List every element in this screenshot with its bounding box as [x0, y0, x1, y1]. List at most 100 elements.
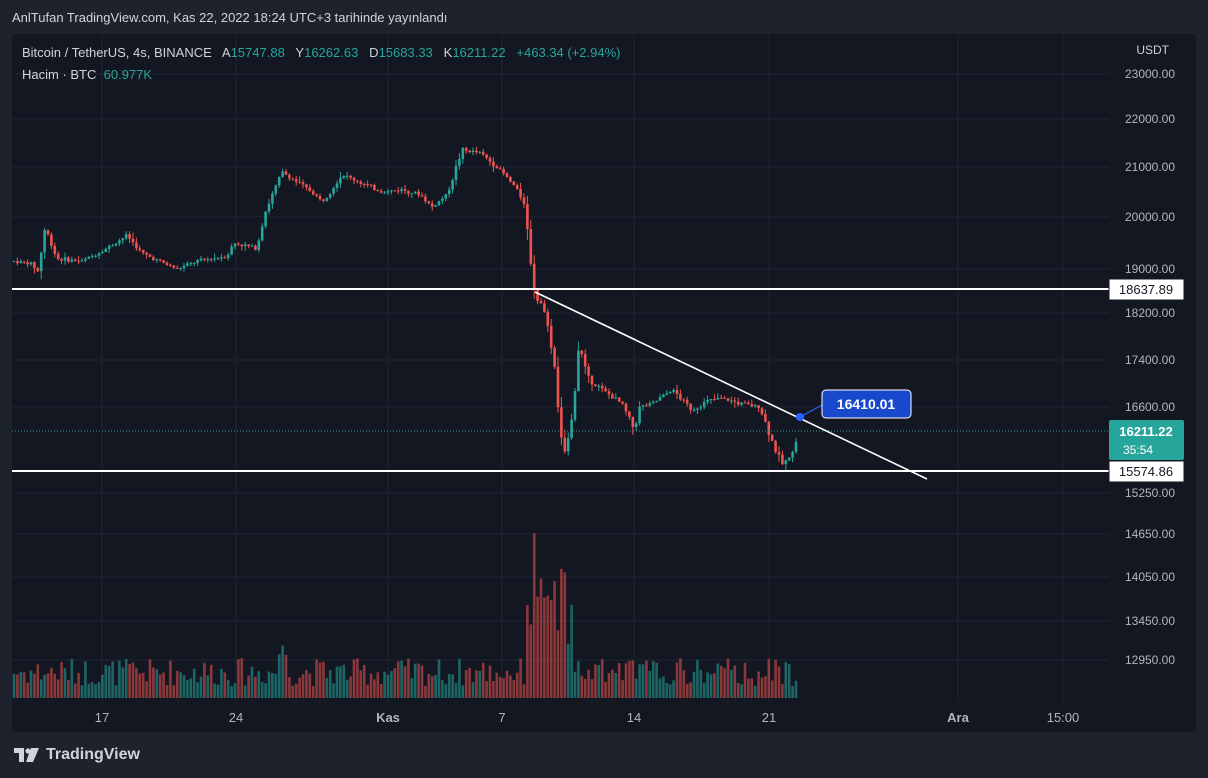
- volume-bar: [107, 665, 111, 698]
- volume-bar: [393, 668, 397, 698]
- candle-body: [396, 190, 400, 192]
- candle-body: [175, 267, 179, 269]
- volume-bar: [420, 665, 424, 698]
- candle-body: [145, 252, 148, 255]
- candle-body: [570, 419, 573, 439]
- volume-bar: [111, 661, 114, 698]
- time-tick-label: 14: [627, 710, 641, 725]
- candle-body: [390, 190, 393, 192]
- candle-body: [471, 150, 475, 153]
- candle-body: [80, 260, 84, 262]
- volume-bar: [577, 661, 580, 698]
- candle-body: [706, 399, 709, 403]
- candle-body: [148, 254, 152, 257]
- candle-body: [383, 192, 386, 194]
- candle-body: [757, 405, 760, 409]
- volume-bar: [757, 671, 760, 698]
- volume-bar: [495, 672, 499, 698]
- callout-box[interactable]: [821, 389, 912, 419]
- candle-body: [264, 211, 267, 227]
- candle-body: [614, 397, 618, 399]
- volume-bar: [223, 672, 227, 698]
- candle-body: [114, 243, 118, 246]
- candle-body: [441, 198, 444, 201]
- volume-bar: [447, 673, 451, 698]
- volume-bar: [526, 604, 529, 698]
- volume-bar: [424, 685, 427, 698]
- candle-body: [539, 301, 543, 304]
- volume-bar: [706, 672, 709, 698]
- candle-body: [111, 245, 114, 247]
- volume-bar: [240, 658, 244, 698]
- callout-anchor[interactable]: [796, 413, 804, 421]
- candle-body: [192, 262, 196, 264]
- volume-bar: [430, 676, 434, 698]
- volume-bar: [628, 660, 631, 698]
- symbol-legend[interactable]: Bitcoin / TetherUS, 4s, BINANCE A15747.8…: [22, 45, 621, 60]
- price-tick-label: 14050.00: [1125, 570, 1175, 584]
- currency-label[interactable]: USDT: [1136, 43, 1169, 57]
- volume-value: 60.977K: [103, 67, 153, 82]
- candle-body: [90, 255, 94, 257]
- low-value: 15683.33: [378, 45, 433, 60]
- candle-body: [692, 409, 696, 411]
- volume-bar: [141, 672, 145, 698]
- volume-bar: [114, 685, 118, 698]
- price-axis: 23000.00 22000.00 21000.00 20000.00 19000.00…: [1125, 67, 1175, 667]
- volume-bar: [250, 666, 254, 698]
- trend-line[interactable]: [534, 291, 928, 480]
- volume-bar: [478, 670, 482, 698]
- volume-bar: [43, 674, 46, 698]
- candle-body: [254, 245, 257, 250]
- volume-bar: [566, 643, 570, 698]
- candle-body: [237, 243, 240, 245]
- candle-body: [604, 388, 607, 392]
- candle-body: [124, 234, 128, 239]
- candle-body: [468, 150, 471, 153]
- candle-body: [407, 190, 410, 194]
- candle-body: [716, 397, 720, 400]
- candles: [12, 146, 798, 471]
- candle-body: [444, 194, 448, 199]
- volume-bar: [369, 673, 373, 698]
- price-chart[interactable]: 16410.01 23000.00 22000.00 21000.00 20000.0…: [12, 34, 1196, 732]
- price-tick-label: 23000.00: [1125, 67, 1175, 81]
- volume-bar: [580, 675, 584, 698]
- volume-bar: [662, 676, 665, 698]
- volume-bar: [345, 679, 349, 698]
- candle-body: [77, 260, 80, 262]
- chart-panel[interactable]: 16410.01 23000.00 22000.00 21000.00 20000.0…: [12, 34, 1196, 732]
- volume-bar: [274, 673, 278, 698]
- candle-body: [311, 191, 315, 195]
- candle-body: [260, 226, 264, 241]
- candle-body: [94, 255, 97, 257]
- candle-body: [611, 394, 614, 399]
- volume-bar: [600, 659, 604, 698]
- candle-body: [118, 240, 121, 244]
- time-tick-label: 17: [95, 710, 109, 725]
- volume-bar: [36, 664, 40, 698]
- close-label: K: [443, 45, 453, 60]
- volume-bar: [607, 672, 611, 698]
- volume-bar: [434, 674, 437, 698]
- volume-bar: [427, 673, 431, 698]
- volume-bar: [145, 681, 148, 698]
- open-label: A: [221, 45, 231, 60]
- candle-body: [730, 400, 733, 402]
- volume-bar: [84, 661, 87, 698]
- candle-body: [733, 400, 737, 402]
- volume-bar: [19, 672, 23, 698]
- volume-bar: [196, 682, 199, 698]
- candle-body: [587, 366, 590, 376]
- candle-body: [26, 262, 29, 265]
- volume-bar: [77, 672, 80, 698]
- candle-body: [424, 196, 427, 202]
- candle-body: [498, 168, 502, 170]
- candle-body: [359, 181, 363, 184]
- close-value: 16211.22: [452, 45, 506, 60]
- candle-body: [128, 234, 131, 239]
- symbol-name[interactable]: Bitcoin / TetherUS, 4s, BINANCE: [22, 45, 212, 60]
- candle-body: [621, 401, 624, 404]
- volume-legend[interactable]: Hacim · BTC 60.977K: [22, 67, 152, 82]
- footer[interactable]: TradingView: [14, 746, 140, 764]
